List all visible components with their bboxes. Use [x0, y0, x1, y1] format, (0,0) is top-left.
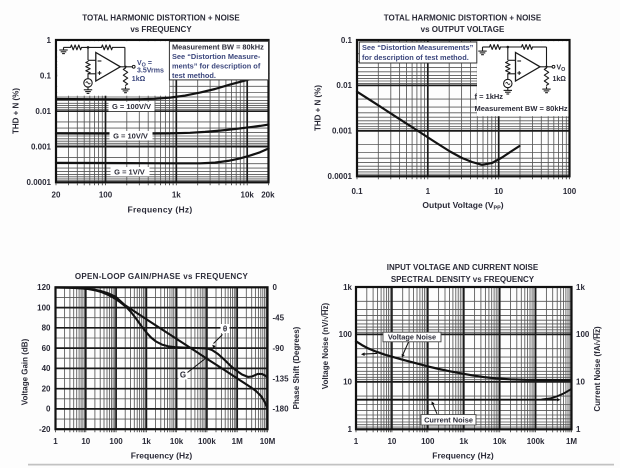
svg-text:1k: 1k	[343, 283, 352, 292]
svg-text:OPEN-LOOP GAIN/PHASE vs FREQUE: OPEN-LOOP GAIN/PHASE vs FREQUENCY	[75, 272, 249, 281]
svg-text:100: 100	[99, 190, 113, 199]
svg-text:0.001: 0.001	[332, 127, 353, 136]
svg-text:See “Distortion Measure-: See “Distortion Measure-	[172, 52, 261, 61]
svg-text:1M: 1M	[566, 437, 577, 446]
svg-text:20: 20	[42, 385, 51, 394]
svg-text:Measurement BW = 80kHz: Measurement BW = 80kHz	[475, 104, 568, 113]
svg-text:Frequency (Hz): Frequency (Hz)	[128, 205, 193, 215]
svg-text:G = 100V/V: G = 100V/V	[112, 102, 151, 111]
svg-text:VO =: VO =	[137, 60, 152, 69]
svg-text:Voltage Noise (nV/√Hz): Voltage Noise (nV/√Hz)	[321, 302, 330, 389]
svg-text:VO: VO	[557, 64, 566, 73]
svg-text:10k: 10k	[241, 190, 255, 199]
svg-text:1kΩ: 1kΩ	[553, 76, 567, 83]
svg-text:80: 80	[42, 324, 51, 333]
svg-text:10: 10	[387, 437, 396, 446]
svg-text:0.01: 0.01	[35, 107, 51, 116]
svg-text:0.1: 0.1	[40, 71, 52, 80]
svg-text:1: 1	[426, 187, 431, 196]
svg-text:0.0001: 0.0001	[27, 178, 52, 187]
svg-text:0.01: 0.01	[336, 81, 352, 90]
svg-text:1kΩ: 1kΩ	[132, 76, 146, 83]
svg-text:10: 10	[576, 378, 585, 387]
svg-text:G = 1V/V: G = 1V/V	[114, 167, 145, 176]
svg-text:10: 10	[81, 437, 90, 446]
svg-text:Phase Shift (Degrees): Phase Shift (Degrees)	[292, 326, 301, 409]
svg-text:10M: 10M	[260, 437, 276, 446]
svg-text:-135: -135	[273, 374, 290, 383]
svg-text:10k: 10k	[493, 437, 507, 446]
svg-text:100: 100	[576, 330, 590, 339]
svg-text:1M: 1M	[232, 437, 243, 446]
svg-text:0.1: 0.1	[341, 36, 353, 45]
svg-text:10: 10	[343, 378, 352, 387]
svg-text:10: 10	[494, 187, 503, 196]
svg-text:100: 100	[37, 303, 51, 312]
svg-text:-180: -180	[273, 405, 290, 414]
svg-text:f = 1kHz: f = 1kHz	[475, 92, 504, 101]
svg-text:-45: -45	[273, 314, 285, 323]
svg-text:-20: -20	[39, 425, 51, 434]
svg-text:THD + N (%): THD + N (%)	[314, 85, 323, 131]
svg-text:-90: -90	[273, 344, 285, 353]
svg-text:Output Voltage (VPP): Output Voltage (VPP)	[422, 200, 503, 212]
svg-text:1k: 1k	[142, 437, 151, 446]
svg-text:1: 1	[53, 437, 58, 446]
svg-text:100: 100	[109, 437, 123, 446]
svg-text:100k: 100k	[198, 437, 216, 446]
svg-text:100: 100	[421, 437, 435, 446]
svg-text:SPECTRAL DENSITY vs FREQUENCY: SPECTRAL DENSITY vs FREQUENCY	[391, 275, 535, 284]
svg-text:test method.: test method.	[172, 71, 216, 80]
svg-text:ments” for description of: ments” for description of	[172, 62, 261, 71]
svg-text:Frequency (Hz): Frequency (Hz)	[131, 450, 193, 460]
svg-text:1k: 1k	[576, 283, 585, 292]
svg-text:for description of test method: for description of test method.	[362, 53, 469, 62]
svg-text:vs FREQUENCY: vs FREQUENCY	[130, 25, 192, 34]
svg-text:100: 100	[563, 187, 577, 196]
svg-text:TOTAL HARMONIC DISTORTION + NO: TOTAL HARMONIC DISTORTION + NOISE	[82, 14, 240, 23]
svg-text:TOTAL HARMONIC DISTORTION + NO: TOTAL HARMONIC DISTORTION + NOISE	[384, 14, 542, 23]
svg-text:3.5Vrms: 3.5Vrms	[137, 68, 164, 75]
svg-text:20: 20	[52, 190, 61, 199]
svg-text:Voltage Noise: Voltage Noise	[388, 333, 436, 342]
svg-text:0: 0	[46, 405, 51, 414]
svg-text:Frequency (Hz): Frequency (Hz)	[432, 450, 494, 460]
svg-text:G = 10V/V: G = 10V/V	[113, 131, 148, 140]
svg-text:INPUT VOLTAGE AND CURRENT NOIS: INPUT VOLTAGE AND CURRENT NOISE	[387, 263, 539, 272]
svg-text:1k: 1k	[459, 437, 468, 446]
svg-text:60: 60	[42, 344, 51, 353]
svg-text:1k: 1k	[172, 190, 181, 199]
svg-text:40: 40	[42, 364, 51, 373]
svg-text:G: G	[180, 371, 186, 380]
svg-text:20k: 20k	[261, 190, 275, 199]
svg-text:0.0001: 0.0001	[328, 172, 353, 181]
svg-text:100k: 100k	[527, 437, 545, 446]
svg-text:0.1: 0.1	[351, 187, 363, 196]
svg-text:0.001: 0.001	[31, 143, 52, 152]
svg-text:Measurement BW = 80kHz: Measurement BW = 80kHz	[172, 42, 264, 51]
svg-text:vs OUTPUT VOLTAGE: vs OUTPUT VOLTAGE	[421, 25, 505, 34]
svg-text:THD + N (%): THD + N (%)	[12, 88, 21, 134]
svg-text:Current Noise: Current Noise	[424, 416, 473, 425]
svg-text:1: 1	[47, 36, 52, 45]
svg-text:Current Noise (fA/√Hz): Current Noise (fA/√Hz)	[593, 326, 602, 412]
svg-text:Voltage Gain (dB): Voltage Gain (dB)	[21, 338, 30, 405]
svg-text:10k: 10k	[170, 437, 184, 446]
svg-text:θ: θ	[223, 325, 227, 334]
svg-text:0: 0	[273, 283, 278, 292]
svg-text:See “Distortion Measurements”: See “Distortion Measurements”	[362, 43, 474, 52]
svg-text:100: 100	[339, 330, 353, 339]
svg-text:120: 120	[37, 283, 51, 292]
svg-text:1: 1	[348, 425, 353, 434]
svg-text:1: 1	[576, 425, 581, 434]
svg-text:1: 1	[354, 437, 359, 446]
